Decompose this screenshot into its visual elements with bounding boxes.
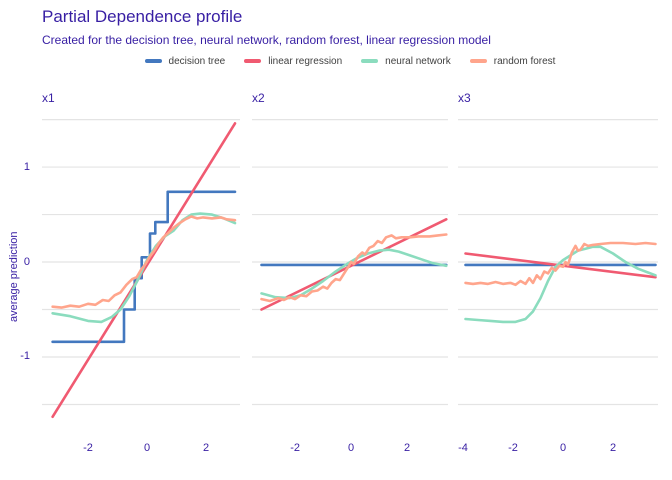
series-line-decision-tree <box>51 190 237 344</box>
facet-label-x2: x2 <box>252 91 265 105</box>
legend-item-decision-tree: decision tree <box>144 55 226 67</box>
series-line-neural-network <box>464 245 657 324</box>
series-line-random-forest <box>51 215 237 309</box>
legend-item-label: linear regression <box>268 55 343 67</box>
facet-label-x3: x3 <box>458 91 471 105</box>
x-tick-label: 2 <box>404 442 410 454</box>
legend-item-neural-network: neural network <box>361 56 451 67</box>
x-tick-label: 2 <box>203 442 209 454</box>
legend: decision tree linear regression neural net… <box>42 53 658 69</box>
chart-subtitle: Created for the decision tree, neural ne… <box>42 33 491 47</box>
y-tick-label: 0 <box>23 255 30 268</box>
legend-item-label: neural network <box>385 55 451 67</box>
x-tick-label: -2 <box>83 442 93 454</box>
x-tick-label: -2 <box>290 442 300 454</box>
legend-item-label: random forest <box>493 55 556 67</box>
y-tick-label: 1 <box>23 160 30 173</box>
series-line-random-forest <box>260 233 448 303</box>
x-tick-label: 0 <box>144 442 150 454</box>
panel-x1: -2 0 2 <box>42 112 240 458</box>
y-axis-ticks: 1 0 -1 <box>0 112 36 432</box>
legend-swatch-decision-tree <box>144 59 162 63</box>
x-tick-label: 0 <box>348 442 354 454</box>
panel-x2: -2 0 2 <box>252 112 448 458</box>
x-tick-label: -2 <box>508 442 518 454</box>
facet-label-x1: x1 <box>42 91 55 105</box>
legend-item-label: decision tree <box>168 55 226 67</box>
panel-plot-x1: -2 0 2 <box>42 118 240 454</box>
panel-plot-x3: -4 -2 0 2 <box>458 118 658 454</box>
legend-item-linear-regression: linear regression <box>244 56 342 67</box>
legend-swatch-random-forest <box>469 59 487 63</box>
y-tick-label: -1 <box>20 350 30 363</box>
x-tick-label: 0 <box>560 442 566 454</box>
x-tick-label: 2 <box>610 442 616 454</box>
legend-swatch-linear-regression <box>244 59 262 63</box>
legend-item-random-forest: random forest <box>469 55 556 67</box>
panel-x3: -4 -2 0 2 <box>458 112 658 458</box>
legend-swatch-neural-network <box>361 59 379 63</box>
chart-title: Partial Dependence profile <box>42 7 243 26</box>
series-line-neural-network <box>260 248 448 300</box>
series-line-random-forest <box>464 241 657 287</box>
x-tick-label: -4 <box>458 442 468 454</box>
panel-plot-x2: -2 0 2 <box>252 118 448 454</box>
